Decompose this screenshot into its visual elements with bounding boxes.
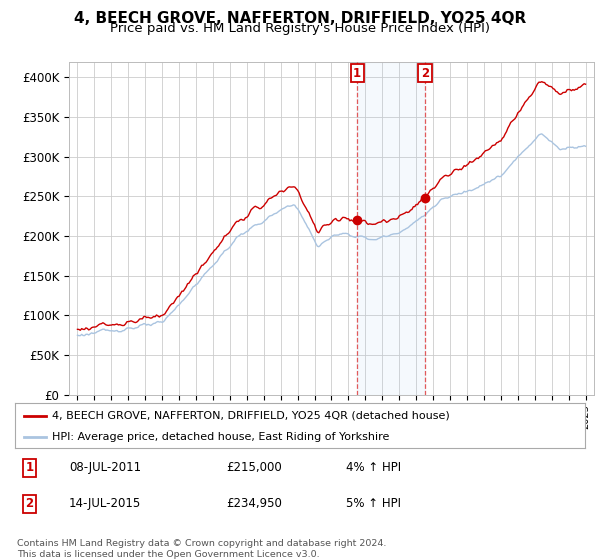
Text: 08-JUL-2011: 08-JUL-2011	[69, 461, 141, 474]
Text: 1: 1	[25, 461, 34, 474]
Text: £215,000: £215,000	[226, 461, 281, 474]
Text: 2: 2	[421, 67, 429, 80]
Text: 4, BEECH GROVE, NAFFERTON, DRIFFIELD, YO25 4QR: 4, BEECH GROVE, NAFFERTON, DRIFFIELD, YO…	[74, 11, 526, 26]
Text: £234,950: £234,950	[226, 497, 282, 510]
Text: 14-JUL-2015: 14-JUL-2015	[69, 497, 142, 510]
Text: 2: 2	[25, 497, 34, 510]
Text: Price paid vs. HM Land Registry's House Price Index (HPI): Price paid vs. HM Land Registry's House …	[110, 22, 490, 35]
Text: 1: 1	[353, 67, 361, 80]
Bar	[357, 62, 425, 395]
Text: 4% ↑ HPI: 4% ↑ HPI	[346, 461, 401, 474]
Text: HPI: Average price, detached house, East Riding of Yorkshire: HPI: Average price, detached house, East…	[52, 432, 389, 442]
Text: 4, BEECH GROVE, NAFFERTON, DRIFFIELD, YO25 4QR (detached house): 4, BEECH GROVE, NAFFERTON, DRIFFIELD, YO…	[52, 410, 450, 421]
Text: 5% ↑ HPI: 5% ↑ HPI	[346, 497, 401, 510]
Text: Contains HM Land Registry data © Crown copyright and database right 2024.
This d: Contains HM Land Registry data © Crown c…	[17, 539, 386, 559]
